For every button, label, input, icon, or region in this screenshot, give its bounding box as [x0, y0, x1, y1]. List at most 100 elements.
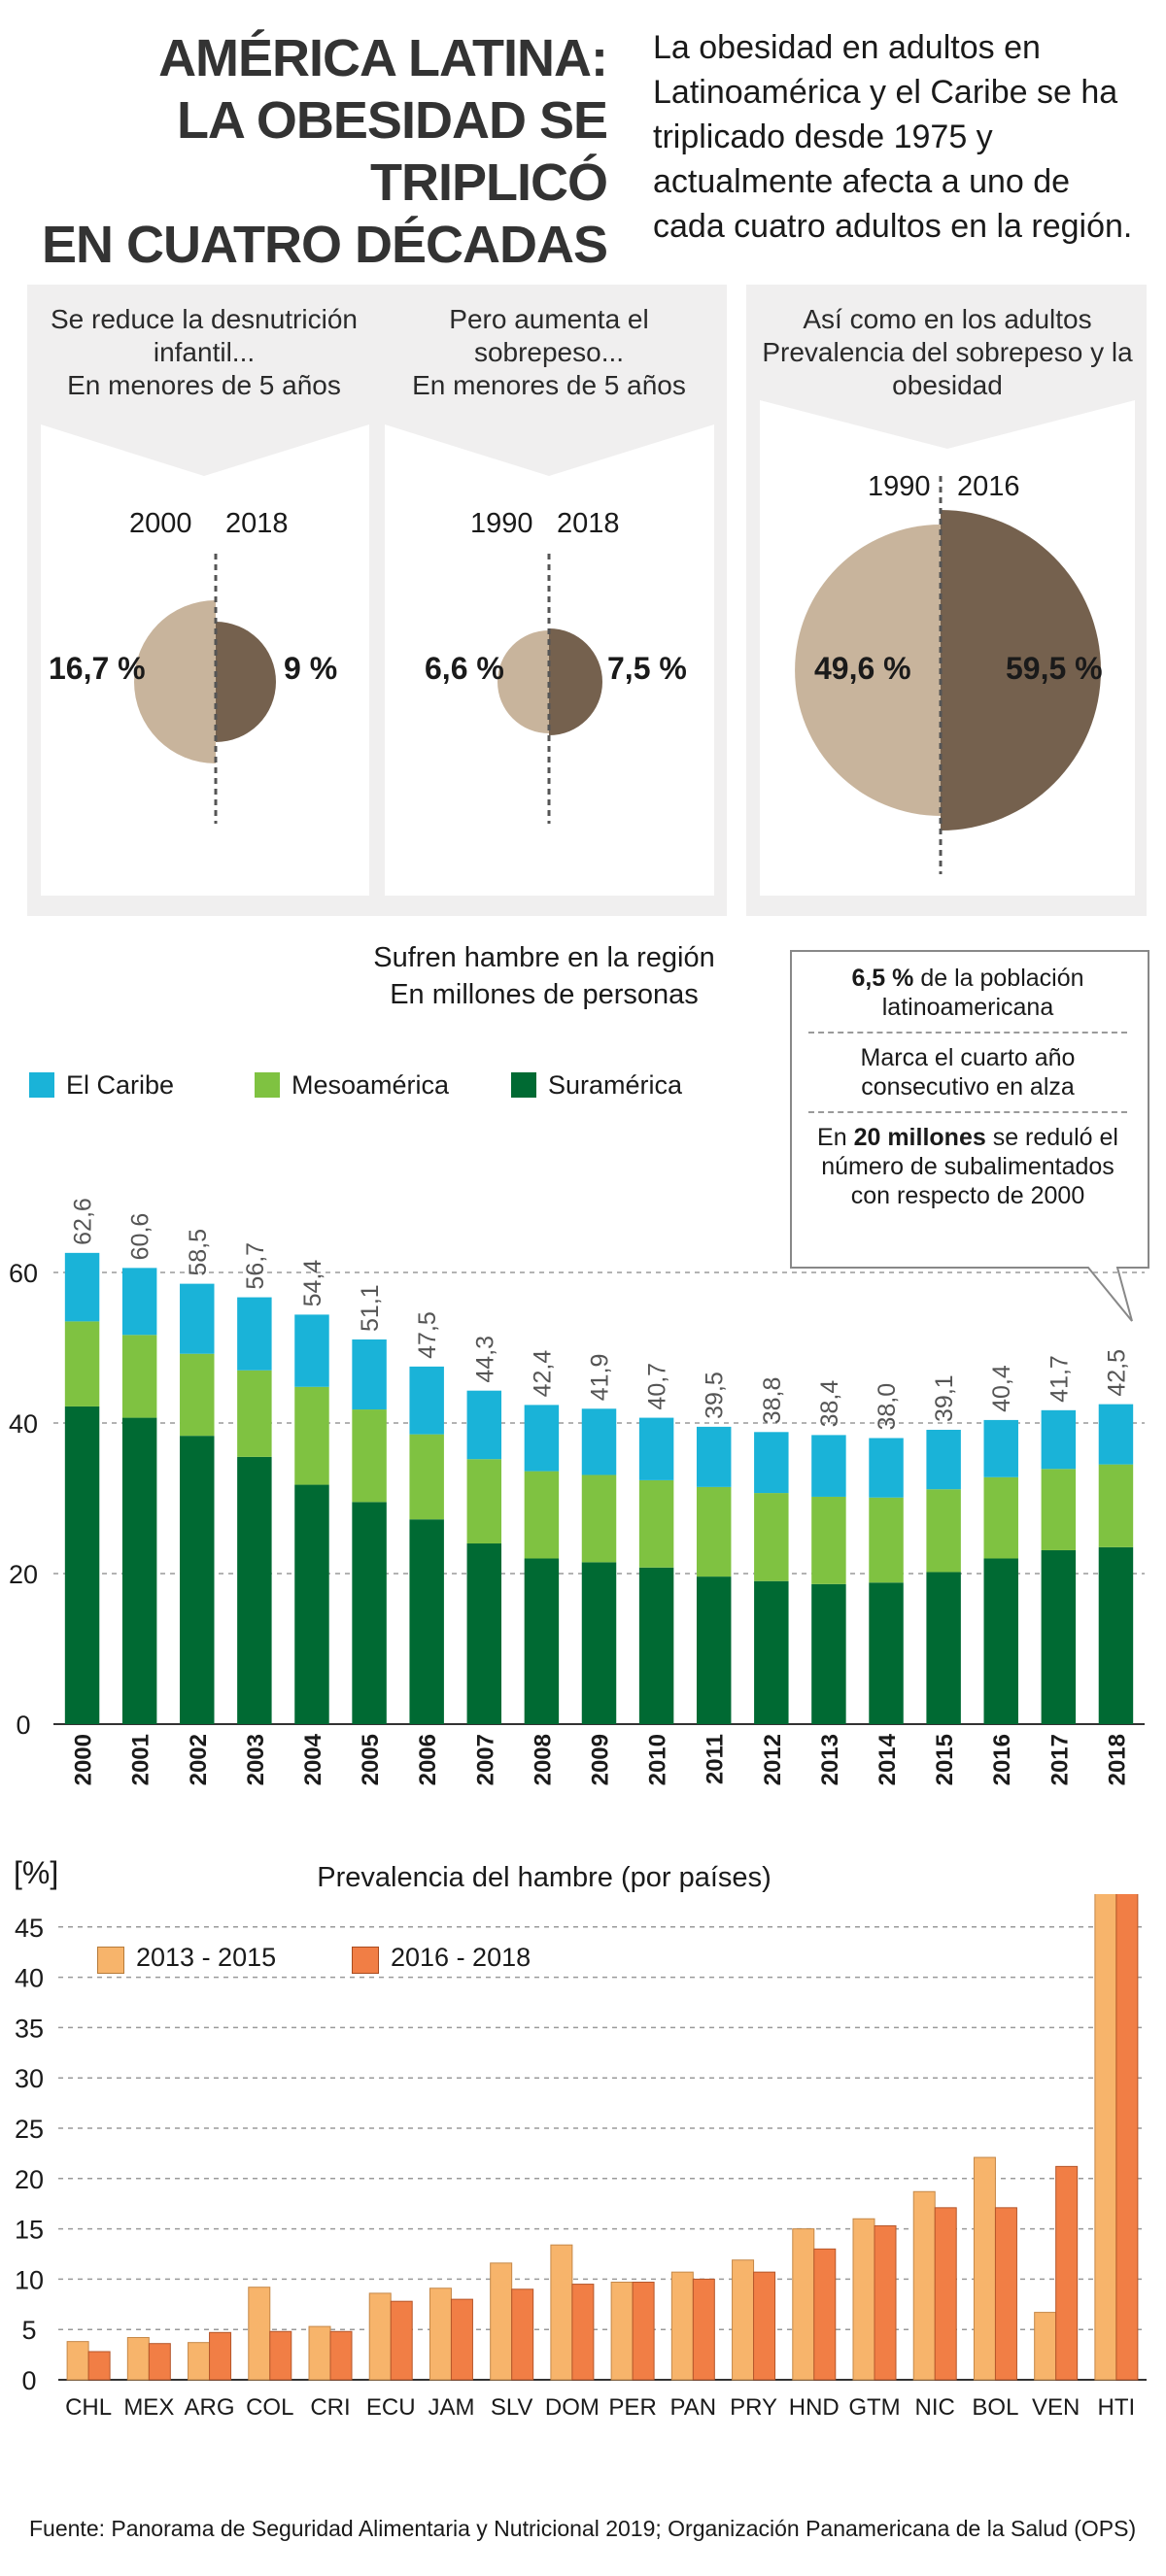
hunger-x-tick: 2004: [300, 1733, 326, 1785]
panel-3-right-year: 2016: [957, 471, 1020, 502]
callout-separator: [808, 1111, 1127, 1113]
hunger-x-tick: 2014: [874, 1733, 901, 1785]
bar-mesoamerica-2017: [1041, 1469, 1077, 1550]
hunger-total-label: 44,3: [471, 1336, 498, 1383]
country-x-tick: BOL: [972, 2394, 1018, 2421]
callout-separator: [808, 1032, 1127, 1034]
bar-CHL-2016-2018: [87, 2351, 111, 2381]
hunger-x-tick: 2015: [932, 1734, 958, 1785]
country-x-tick: MEX: [123, 2394, 174, 2421]
hunger-total-label: 38,0: [874, 1383, 901, 1431]
country-x-tick: HTI: [1098, 2394, 1136, 2421]
bar-HND-2016-2018: [813, 2248, 837, 2381]
hunger-x-tick: 2011: [703, 1734, 729, 1784]
bar-suramerica-2011: [696, 1576, 732, 1724]
hunger-total-label: 39,5: [702, 1372, 729, 1419]
bar-HTI-2016-2018: [1115, 1894, 1139, 2381]
bar-DOM-2016-2018: [571, 2284, 595, 2381]
country-x-tick: HND: [789, 2394, 840, 2421]
hunger-legend: El Caribe Mesoamérica Suramérica: [29, 1070, 709, 1103]
hunger-total-label: 42,5: [1103, 1349, 1130, 1397]
bar-caribe-2003: [237, 1297, 272, 1371]
country-chart-title: Prevalencia del hambre (por países): [317, 1862, 772, 1893]
country-x-tick: CRI: [310, 2394, 350, 2421]
hunger-stacked-bar-chart: 0 20 40 60 62,6 2000 60,6 2001 58,5 2002 56,7 2003 5…: [9, 1198, 1145, 1785]
bar-caribe-2007: [466, 1390, 502, 1460]
bar-mesoamerica-2014: [869, 1497, 904, 1583]
bar-caribe-2001: [121, 1268, 157, 1336]
bar-HTI-2013-2015: [1094, 1894, 1117, 2381]
callout-line-4: consecutivo en alza: [861, 1073, 1075, 1101]
legend-label-mesoamerica: Mesoamérica: [292, 1070, 450, 1100]
hunger-total-label: 60,6: [127, 1213, 154, 1261]
intro-text: La obesidad en adultos en Latinoamérica …: [653, 29, 1133, 245]
bar-caribe-2009: [581, 1408, 617, 1475]
hunger-x-tick: 2013: [817, 1734, 843, 1785]
panel-2-left-year: 1990: [470, 508, 533, 539]
country-x-tick: PRY: [730, 2394, 777, 2421]
bar-mesoamerica-2008: [524, 1471, 560, 1559]
hunger-total-label: 40,4: [988, 1365, 1015, 1412]
country-x-tick: VEN: [1032, 2394, 1080, 2421]
callout-line-2: latinoamericana: [881, 994, 1054, 1021]
panel-1-left-value: 16,7 %: [49, 651, 146, 686]
bar-caribe-2018: [1098, 1404, 1134, 1465]
hunger-total-label: 42,4: [529, 1350, 556, 1398]
bar-mesoamerica-2001: [121, 1335, 157, 1418]
legend-label-2013-2015: 2013 - 2015: [136, 1943, 277, 1972]
panel-1-heading: Se reduce la desnutrición infantil... En…: [39, 303, 369, 402]
hunger-total-label: 56,7: [242, 1242, 269, 1290]
legend-label-caribe: El Caribe: [66, 1070, 175, 1100]
title-line-1: AMÉRICA LATINA:: [158, 29, 608, 87]
hunger-total-label: 40,7: [644, 1363, 671, 1410]
bar-mesoamerica-2004: [294, 1386, 329, 1485]
pie-2-left-half: [497, 630, 549, 733]
callout-bold-5: 20 millones: [853, 1124, 986, 1151]
hunger-total-label: 41,7: [1046, 1355, 1073, 1403]
bar-SLV-2016-2018: [511, 2288, 534, 2381]
callout-line-6: número de subalimentados: [821, 1153, 1115, 1180]
hunger-x-tick: 2007: [472, 1734, 498, 1785]
hunger-total-label: 58,5: [185, 1229, 212, 1276]
bar-mesoamerica-2016: [983, 1476, 1018, 1559]
hunger-x-tick: 2009: [588, 1734, 614, 1785]
bar-caribe-2010: [638, 1417, 674, 1480]
bar-PAN-2013-2015: [670, 2271, 694, 2381]
bar-mesoamerica-2009: [581, 1474, 617, 1563]
country-y-tick: 30: [15, 2064, 44, 2093]
bar-VEN-2016-2018: [1055, 2165, 1079, 2381]
bar-mesoamerica-2013: [811, 1496, 846, 1584]
hunger-x-tick: 2003: [243, 1734, 269, 1785]
bar-CHL-2013-2015: [66, 2341, 89, 2381]
bar-suramerica-2002: [180, 1436, 215, 1724]
panel-2-heading-line: Pero aumenta el sobrepeso...: [449, 304, 649, 367]
hunger-x-tick: 2012: [760, 1734, 786, 1785]
hunger-x-tick: 2016: [989, 1734, 1015, 1785]
bar-DOM-2013-2015: [550, 2244, 573, 2381]
legend-label-2016-2018: 2016 - 2018: [391, 1943, 532, 1972]
bar-MEX-2016-2018: [148, 2343, 171, 2381]
bar-caribe-2004: [294, 1314, 329, 1387]
bar-PER-2013-2015: [610, 2282, 634, 2381]
pie-1-right-half: [216, 622, 276, 742]
bar-caribe-2006: [409, 1366, 444, 1435]
title-line-2: LA OBESIDAD SE TRIPLICÓ: [176, 91, 608, 212]
bar-JAM-2016-2018: [450, 2298, 473, 2381]
bar-suramerica-2012: [754, 1580, 789, 1724]
country-y-tick: 15: [15, 2216, 44, 2245]
bar-suramerica-2001: [121, 1417, 157, 1724]
bar-ECU-2013-2015: [368, 2292, 392, 2381]
country-y-tick: 10: [15, 2265, 44, 2294]
bar-mesoamerica-2003: [237, 1370, 272, 1457]
country-x-tick: COL: [246, 2394, 293, 2421]
hunger-chart-title-line: Sufren hambre en la región: [373, 942, 715, 973]
bar-suramerica-2015: [926, 1572, 961, 1724]
country-x-tick: PAN: [670, 2394, 717, 2421]
bar-mesoamerica-2002: [180, 1353, 215, 1437]
hunger-x-tick: 2010: [645, 1734, 671, 1785]
country-x-tick: ECU: [366, 2394, 416, 2421]
panel-3-heading: Así como en los adultos Prevalencia del …: [758, 303, 1137, 402]
country-x-tick: CHL: [65, 2394, 112, 2421]
hunger-x-tick: 2001: [128, 1734, 154, 1785]
panel-3-left-value: 49,6 %: [814, 651, 911, 686]
